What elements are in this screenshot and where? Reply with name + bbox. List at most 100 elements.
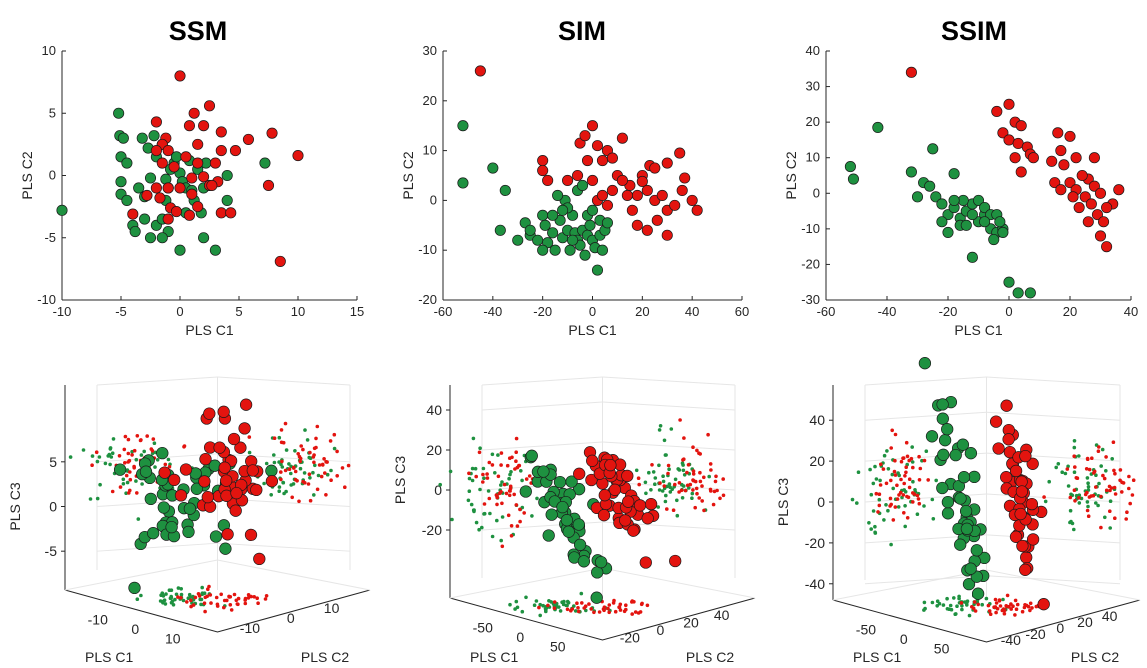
projection-point-red [1085,456,1090,461]
projection-point-red [879,462,883,467]
projection-point-red [527,474,532,478]
projection-point-red [624,607,628,612]
projection-point-red [618,602,623,607]
projection-point-red [721,477,725,481]
data-point-green [964,447,978,460]
projection-point-green [1001,597,1005,602]
projection-point-red [487,496,492,501]
projection-point-red [515,524,520,528]
projection-point-red [1013,613,1017,617]
projection-point-green [325,472,330,477]
projection-point-red [709,468,713,472]
projection-point-red [335,449,339,454]
projection-point-green [313,463,317,468]
projection-point-red [315,424,320,429]
projection-point-green [661,479,666,484]
data-point-red [1091,209,1103,221]
projection-point-green [869,527,873,531]
data-point-green [56,204,68,216]
projection-point-red [693,479,698,484]
data-point-red [608,483,622,496]
projection-point-red [307,472,312,477]
projection-point-red [500,544,505,549]
data-point-red [622,495,635,508]
projection-point-red [514,459,518,464]
projection-point-green [98,482,102,487]
data-point-red [238,422,251,435]
projection-point-green [541,603,545,608]
projection-point-green [653,476,658,480]
projection-point-red [295,479,299,483]
projection-point-red [1118,478,1122,483]
data-point-red [1015,120,1027,132]
projection-point-red [902,511,906,515]
projection-point-green [1086,504,1090,509]
data-point-red [141,189,153,201]
projection-point-green [272,453,276,457]
x-tick-label: -20 [533,304,552,319]
projection-point-green [668,485,672,490]
projection-point-green [163,602,168,606]
projection-point-green [572,604,576,608]
data-point-green [579,249,591,261]
y-axis-label: PLS C2 [19,151,35,199]
projection-point-green [653,482,657,487]
projection-point-red [524,477,529,481]
data-point-red [183,209,195,221]
projection-point-green [472,509,476,514]
y-tick-label: -20 [418,292,437,307]
data-point-green [560,514,574,527]
data-point-red [162,213,174,225]
projection-point-red [995,607,1000,611]
projection-point-red [110,489,115,494]
projection-point-red [1113,471,1117,476]
projection-point-green [289,471,293,476]
data-point-green [209,244,221,256]
projection-point-green [965,599,970,603]
projection-point-red [324,493,328,497]
data-point-green [966,209,978,221]
data-point-red [1027,152,1039,164]
projection-point-red [1112,468,1116,473]
projection-point-red [340,466,345,470]
data-point-green [144,172,157,184]
projection-point-red [695,448,699,453]
projection-point-green [1104,469,1108,473]
data-point-red [676,184,688,196]
data-point-red [156,157,168,169]
projection-point-green [660,489,665,493]
y-tick-label: 0 [1056,620,1064,636]
data-point-red [591,140,604,152]
data-point-green [198,232,210,244]
projection-point-green [1077,501,1082,505]
projection-point-green [1086,485,1091,489]
projection-point-red [630,599,635,603]
data-point-green [265,464,278,477]
grid-line [217,376,351,386]
data-point-red [1016,539,1029,553]
projection-point-red [1104,455,1108,459]
projection-point-red [502,482,507,487]
data-point-red [627,524,640,537]
projection-point-red [576,609,581,614]
data-point-green [190,482,203,495]
projection-point-green [874,477,879,481]
projection-point-red [499,463,503,467]
data-point-green [129,225,141,238]
projection-point-red [1118,468,1123,472]
data-point-green [113,463,127,476]
projection-point-red [219,592,223,597]
projection-point-red [711,502,716,507]
data-point-red [1009,152,1021,164]
projection-point-red [682,436,686,440]
projection-point-red [897,493,901,497]
projection-point-red [607,610,611,615]
projection-point-red [721,493,726,498]
projection-point-red [287,467,292,472]
projection-point-green [470,478,475,483]
x-tick-label: -10 [88,612,108,628]
projection-point-green [499,538,504,543]
projection-point-red [665,507,669,511]
data-point-green [594,555,608,569]
